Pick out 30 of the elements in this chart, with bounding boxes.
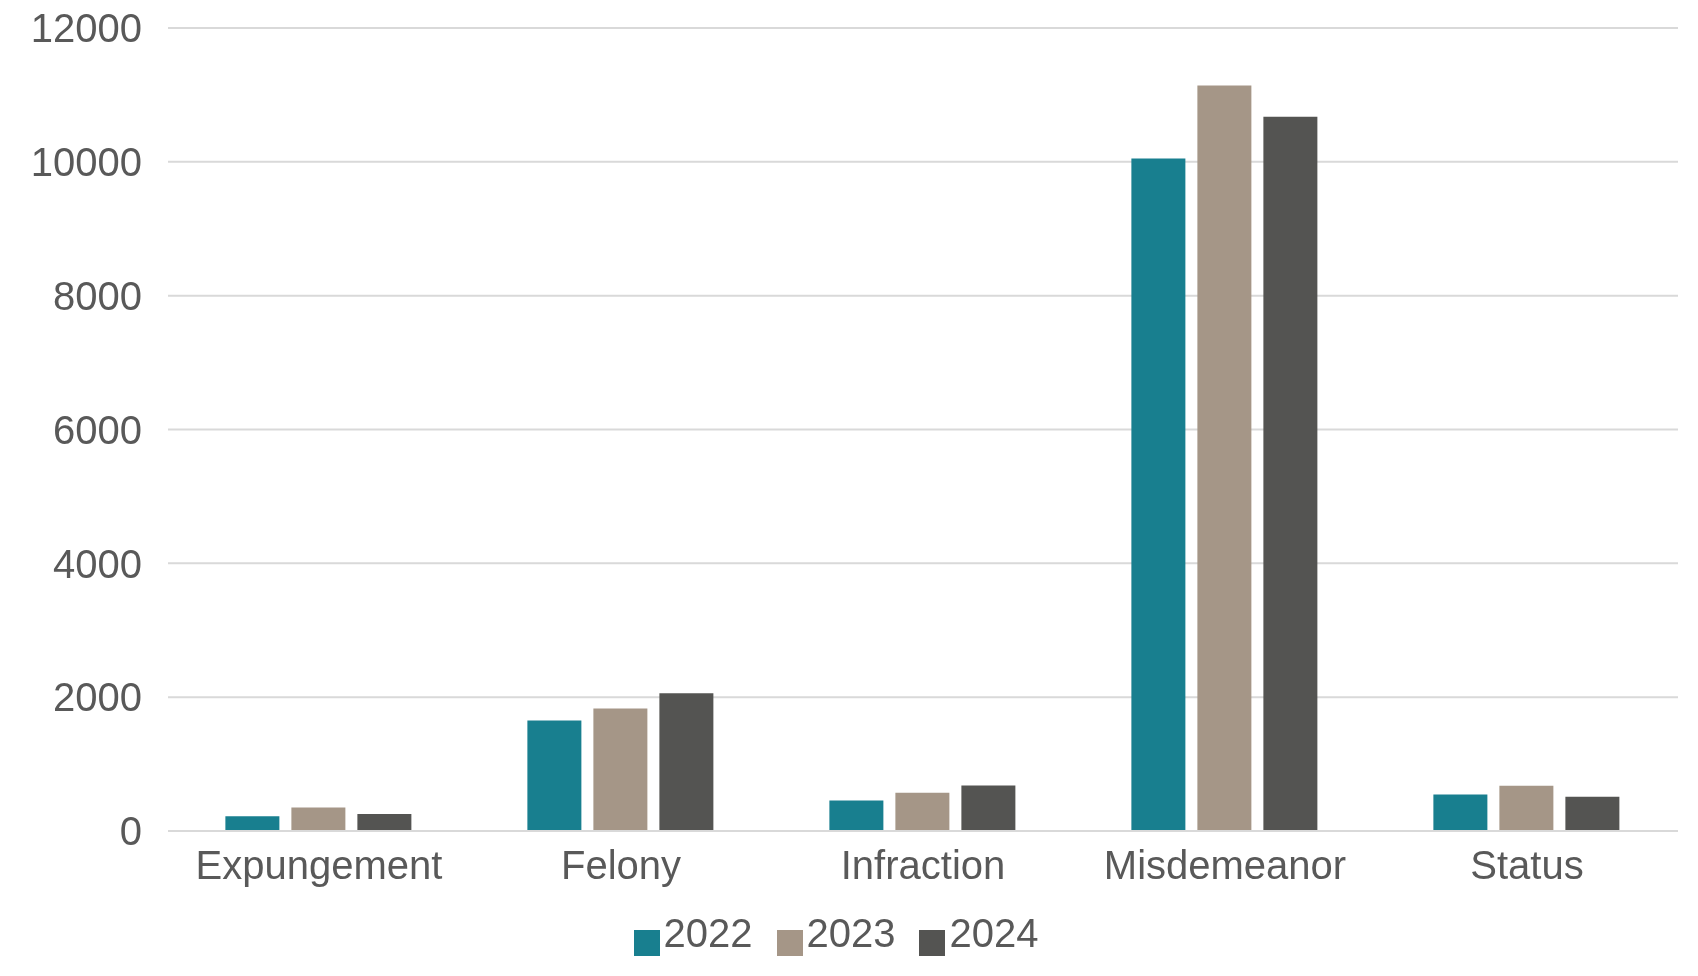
bar: [1433, 794, 1488, 831]
bar: [1131, 158, 1186, 831]
legend-label: 2024: [949, 911, 1039, 955]
y-tick-label: 8000: [53, 273, 142, 318]
bar: [357, 813, 412, 831]
x-tick-label: Misdemeanor: [1103, 843, 1347, 888]
bar: [527, 720, 582, 831]
y-tick-label: 2000: [53, 675, 142, 720]
legend-label: 2023: [806, 911, 896, 955]
y-tick-label: 0: [119, 809, 142, 854]
bar: [593, 708, 648, 831]
y-tick-label: 6000: [53, 407, 142, 452]
bar: [1565, 796, 1620, 831]
bar: [291, 807, 346, 831]
bar: [659, 693, 714, 831]
legend-label: 2022: [663, 911, 753, 955]
y-tick-label: 12000: [30, 6, 142, 51]
bar: [225, 816, 280, 831]
x-tick-label: Felony: [560, 843, 682, 888]
bar: [1197, 85, 1252, 831]
bar: [1263, 116, 1318, 831]
bar: [829, 800, 884, 831]
x-tick-label: Infraction: [840, 843, 1006, 888]
bar: [1499, 785, 1554, 831]
bar: [961, 785, 1016, 831]
y-tick-label: 4000: [53, 541, 142, 586]
x-tick-label: Expungement: [195, 843, 443, 888]
x-tick-label: Status: [1470, 843, 1584, 888]
bar: [895, 792, 950, 831]
y-tick-label: 10000: [30, 140, 142, 185]
